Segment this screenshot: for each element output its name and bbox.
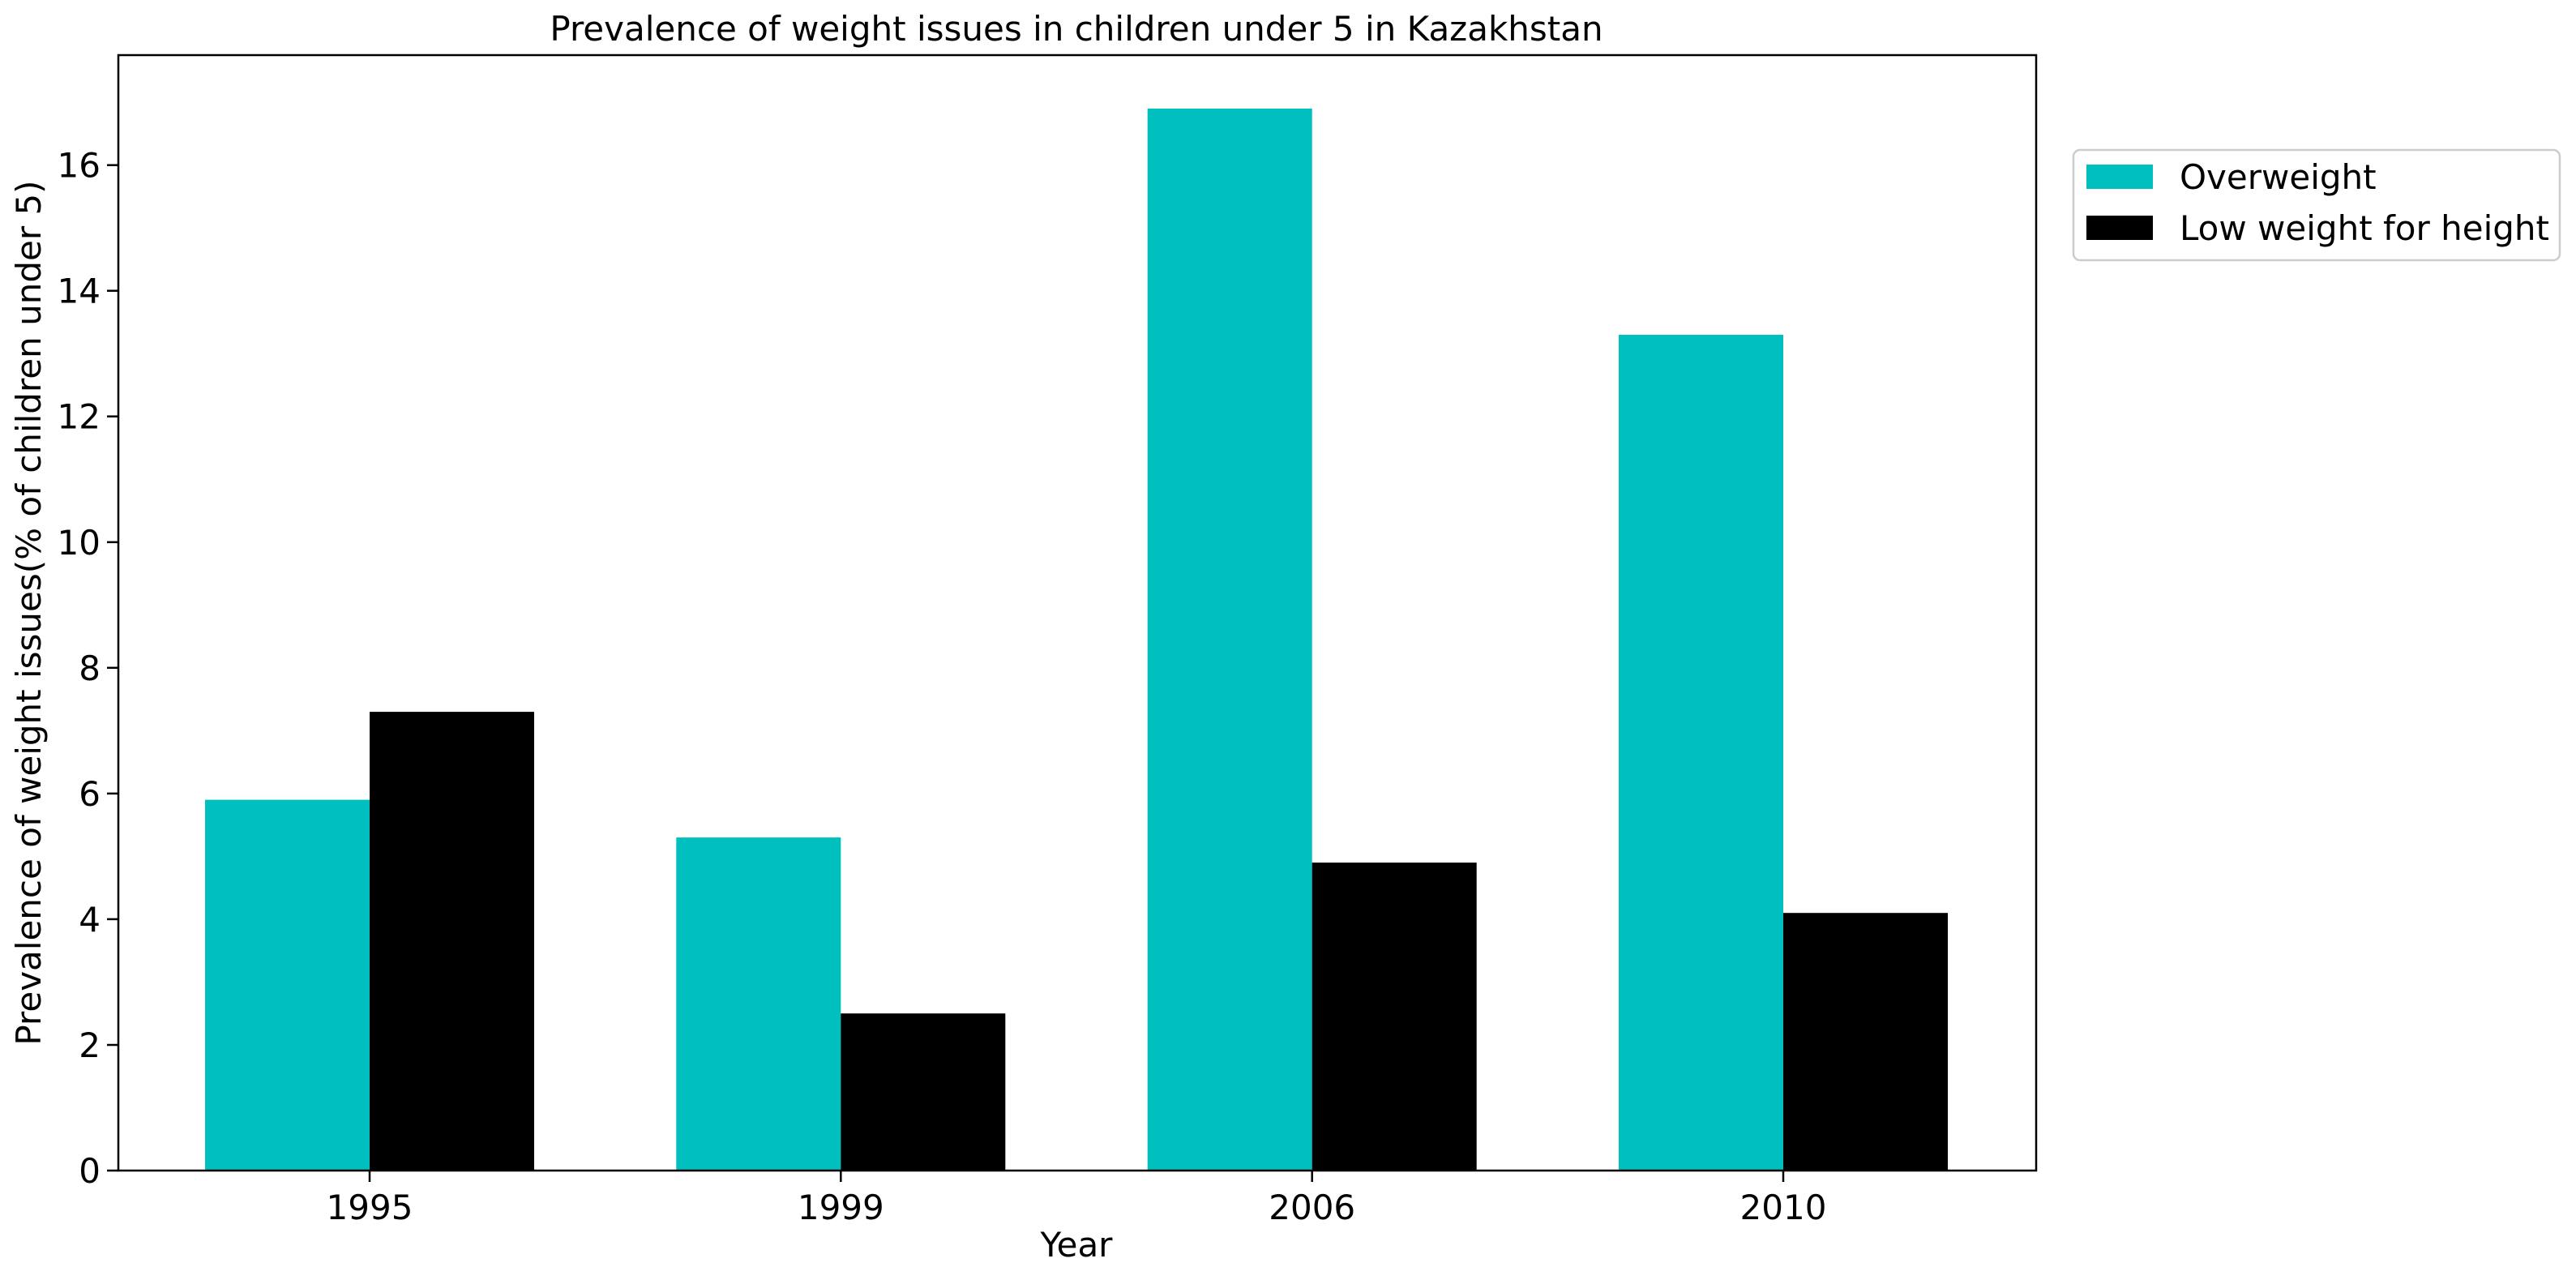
- bar-overweight-1999: [676, 837, 841, 1171]
- bar-low-weight-for-height-1995: [370, 712, 534, 1171]
- y-tick-label: 16: [58, 146, 101, 186]
- legend-frame: [2072, 148, 2561, 262]
- y-axis-label: Prevalence of weight issues(% of childre…: [9, 180, 49, 1045]
- chart-title: Prevalence of weight issues in children …: [550, 9, 1603, 49]
- bar-overweight-1995: [205, 799, 370, 1171]
- legend-label-low-weight-for-height: Low weight for height: [2180, 208, 2549, 248]
- y-tick-label: 10: [58, 523, 101, 563]
- y-tick-label: 12: [58, 397, 101, 437]
- y-axis: 0 2 4 6 8 10 12 14 16: [58, 146, 118, 1191]
- bar-overweight-2010: [1619, 335, 1783, 1171]
- y-tick-label: 6: [79, 774, 101, 814]
- legend-label-overweight: Overweight: [2180, 157, 2377, 197]
- x-axis-label: Year: [1040, 1225, 1114, 1265]
- y-tick-label: 8: [79, 649, 101, 688]
- x-tick-label: 1999: [798, 1188, 884, 1227]
- bar-low-weight-for-height-1999: [841, 1013, 1006, 1171]
- y-tick-label: 0: [79, 1151, 101, 1191]
- bar-low-weight-for-height-2010: [1783, 913, 1948, 1171]
- x-tick-label: 2006: [1269, 1188, 1355, 1227]
- x-axis: 1995 1999 2006 2010: [327, 1171, 1827, 1227]
- legend-swatch-low-weight-for-height: [2086, 216, 2153, 240]
- bar-overweight-2006: [1147, 108, 1312, 1171]
- plot-area-frame: [117, 54, 2038, 1172]
- legend: Overweight Low weight for height: [2072, 148, 2561, 262]
- y-tick-label: 14: [58, 272, 101, 311]
- y-tick-label: 4: [79, 900, 101, 940]
- x-tick-label: 1995: [327, 1188, 413, 1227]
- legend-swatch-overweight: [2086, 165, 2153, 189]
- x-tick-label: 2010: [1740, 1188, 1827, 1227]
- bars-layer: [205, 108, 1948, 1171]
- bar-low-weight-for-height-2006: [1312, 863, 1477, 1171]
- y-tick-label: 2: [79, 1025, 101, 1065]
